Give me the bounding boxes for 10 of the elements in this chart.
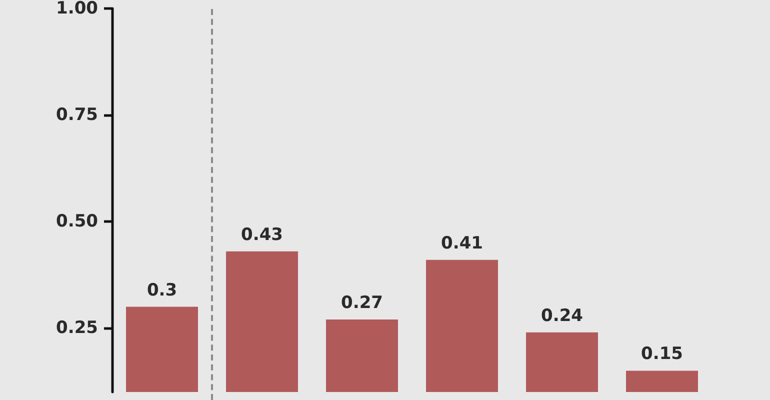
- y-tick-label: 0.50: [56, 212, 98, 232]
- data-label: 0.24: [541, 306, 584, 326]
- y-tick-label: 1.00: [56, 0, 98, 18]
- data-label: 0.43: [241, 224, 283, 245]
- y-tick-label: 0.75: [56, 105, 98, 126]
- data-label: 0.15: [641, 344, 683, 364]
- data-label: 0.27: [341, 293, 383, 314]
- data-label: 0.3: [146, 280, 178, 300]
- y-tick-label: 0.25: [56, 318, 98, 338]
- data-label: 0.41: [441, 233, 483, 254]
